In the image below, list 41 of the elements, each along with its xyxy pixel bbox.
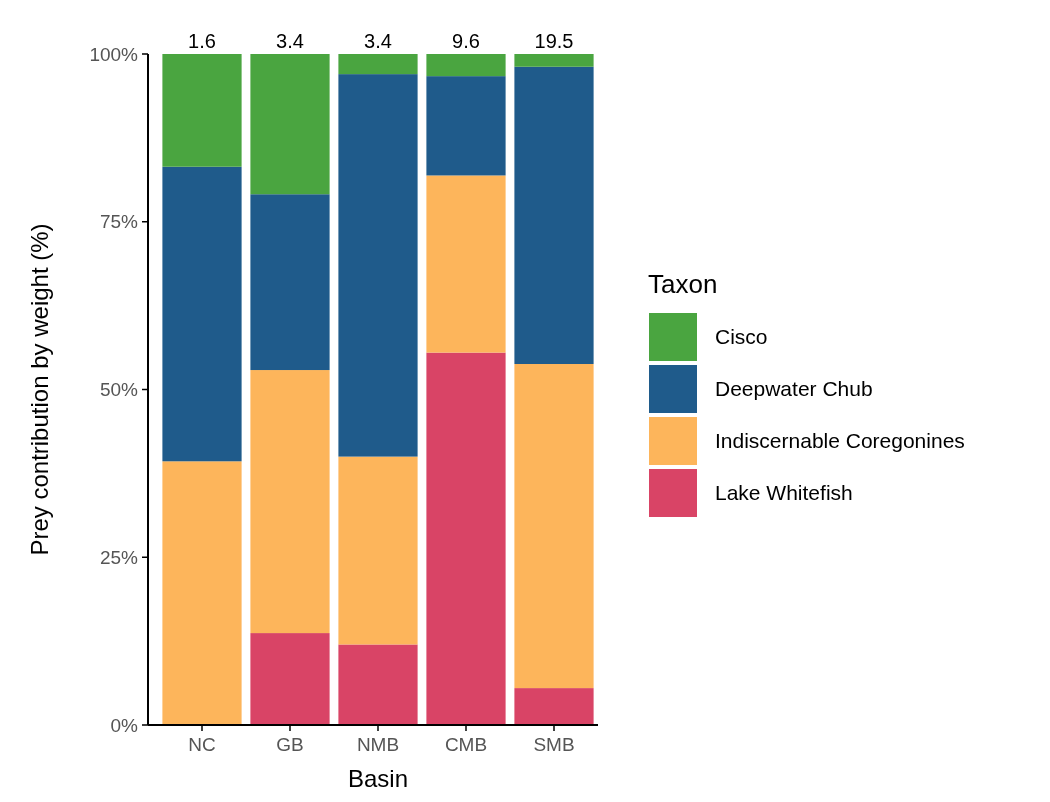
bar xyxy=(338,456,418,645)
y-tick-label: 50% xyxy=(99,379,139,401)
x-axis-title: Basin xyxy=(347,765,409,792)
bar xyxy=(162,461,242,725)
bar xyxy=(514,54,594,67)
bar xyxy=(338,644,418,725)
bar xyxy=(250,370,330,634)
bar xyxy=(426,54,506,77)
bar xyxy=(426,175,506,353)
y-tick-label: 25% xyxy=(99,546,139,568)
y-axis-title: Prey contribution by weight (%) xyxy=(26,223,53,556)
legend-title: Taxon xyxy=(648,269,718,299)
legend-label: Cisco xyxy=(715,325,768,349)
annotation: 3.4 xyxy=(276,30,304,52)
x-tick-label: SMB xyxy=(533,734,575,755)
bar xyxy=(426,76,506,176)
bar xyxy=(250,633,330,725)
bar xyxy=(250,54,330,195)
x-tick-label: NC xyxy=(188,734,216,755)
bar xyxy=(514,364,594,689)
annotation: 19.5 xyxy=(534,30,574,52)
bar xyxy=(162,54,242,167)
legend-label: Deepwater Chub xyxy=(715,377,873,401)
x-tick-label: CMB xyxy=(444,734,488,755)
legend-label: Indiscernable Coregonines xyxy=(715,429,965,453)
annotation: 9.6 xyxy=(452,30,480,52)
y-tick-label: 100% xyxy=(89,43,139,65)
bar xyxy=(514,66,594,364)
x-tick-label: GB xyxy=(276,734,304,755)
annotation: 1.6 xyxy=(188,30,216,52)
legend-label: Lake Whitefish xyxy=(715,481,853,505)
bar xyxy=(338,54,418,75)
y-tick-label: 0% xyxy=(110,714,139,736)
bar xyxy=(162,166,242,462)
bar xyxy=(250,194,330,371)
x-tick-label: NMB xyxy=(356,734,400,755)
bar xyxy=(426,352,506,725)
bar xyxy=(338,74,418,457)
bar xyxy=(514,688,594,725)
annotation: 3.4 xyxy=(364,30,392,52)
y-tick-label: 75% xyxy=(99,211,139,233)
